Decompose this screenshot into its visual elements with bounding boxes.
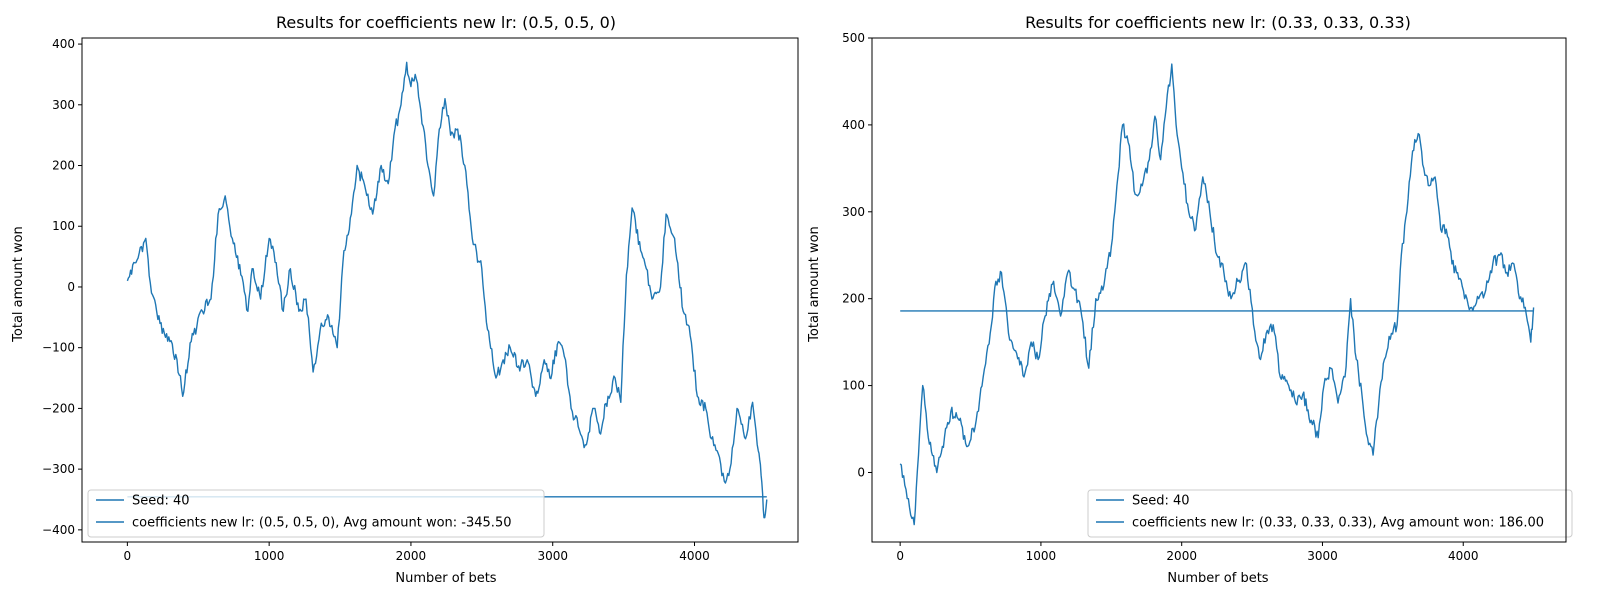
chart-right: Results for coefficients new lr: (0.33, … <box>807 13 1573 586</box>
y-tick-label: 200 <box>842 292 865 306</box>
y-tick-label: 0 <box>857 465 865 479</box>
legend: Seed: 40 coefficients new lr: (0.5, 0.5,… <box>87 489 545 538</box>
y-axis-label: Total amount won <box>807 226 822 343</box>
y-tick-label: −100 <box>42 341 75 355</box>
y-tick-label: 300 <box>842 205 865 219</box>
x-tick-label: 4000 <box>679 549 710 563</box>
x-tick-label: 3000 <box>1307 549 1338 563</box>
x-tick-label: 3000 <box>537 549 568 563</box>
axes-frame <box>871 37 1567 543</box>
y-tick-label: 300 <box>52 98 75 112</box>
y-tick-label: 500 <box>842 31 865 45</box>
legend-entry-average: coefficients new lr: (0.33, 0.33, 0.33),… <box>1132 516 1544 531</box>
x-tick-label: 1000 <box>1026 549 1057 563</box>
y-axis-label: Total amount won <box>11 226 26 343</box>
legend-entry-average: coefficients new lr: (0.5, 0.5, 0), Avg … <box>132 516 511 531</box>
tick-group: 0 1000 2000 3000 4000 −400 −300 −200 −100 0 100 200… <box>42 37 710 563</box>
y-tick-label: −300 <box>42 462 75 476</box>
chart-title: Results for coefficients new lr: (0.5, 0… <box>276 13 616 32</box>
legend-box <box>87 489 545 538</box>
y-tick-label: 100 <box>842 379 865 393</box>
y-tick-label: −400 <box>42 523 75 537</box>
legend-box <box>1087 489 1573 538</box>
x-tick-label: 0 <box>896 549 904 563</box>
chart-left: Results for coefficients new lr: (0.5, 0… <box>11 13 799 586</box>
x-tick-label: 4000 <box>1448 549 1479 563</box>
x-tick-label: 2000 <box>396 549 427 563</box>
tick-group: 0 1000 2000 3000 4000 0 100 200 300 400 500 <box>842 31 1478 563</box>
x-tick-label: 2000 <box>1166 549 1197 563</box>
legend: Seed: 40 coefficients new lr: (0.33, 0.3… <box>1087 489 1573 538</box>
x-tick-label: 1000 <box>254 549 285 563</box>
legend-entry-seed: Seed: 40 <box>1132 494 1190 509</box>
y-tick-label: 400 <box>842 118 865 132</box>
seed-series-line <box>899 63 1535 526</box>
y-tick-label: 200 <box>52 159 75 173</box>
y-tick-label: 100 <box>52 219 75 233</box>
y-tick-label: −200 <box>42 401 75 415</box>
legend-entry-seed: Seed: 40 <box>132 494 190 509</box>
x-tick-label: 0 <box>124 549 132 563</box>
plot-area <box>899 63 1535 526</box>
x-axis-label: Number of bets <box>395 571 496 586</box>
y-tick-label: 0 <box>67 280 75 294</box>
y-tick-label: 400 <box>52 37 75 51</box>
axes-frame <box>81 37 799 543</box>
seed-series-line <box>126 61 768 519</box>
chart-title: Results for coefficients new lr: (0.33, … <box>1025 13 1411 32</box>
x-axis-label: Number of bets <box>1167 571 1268 586</box>
